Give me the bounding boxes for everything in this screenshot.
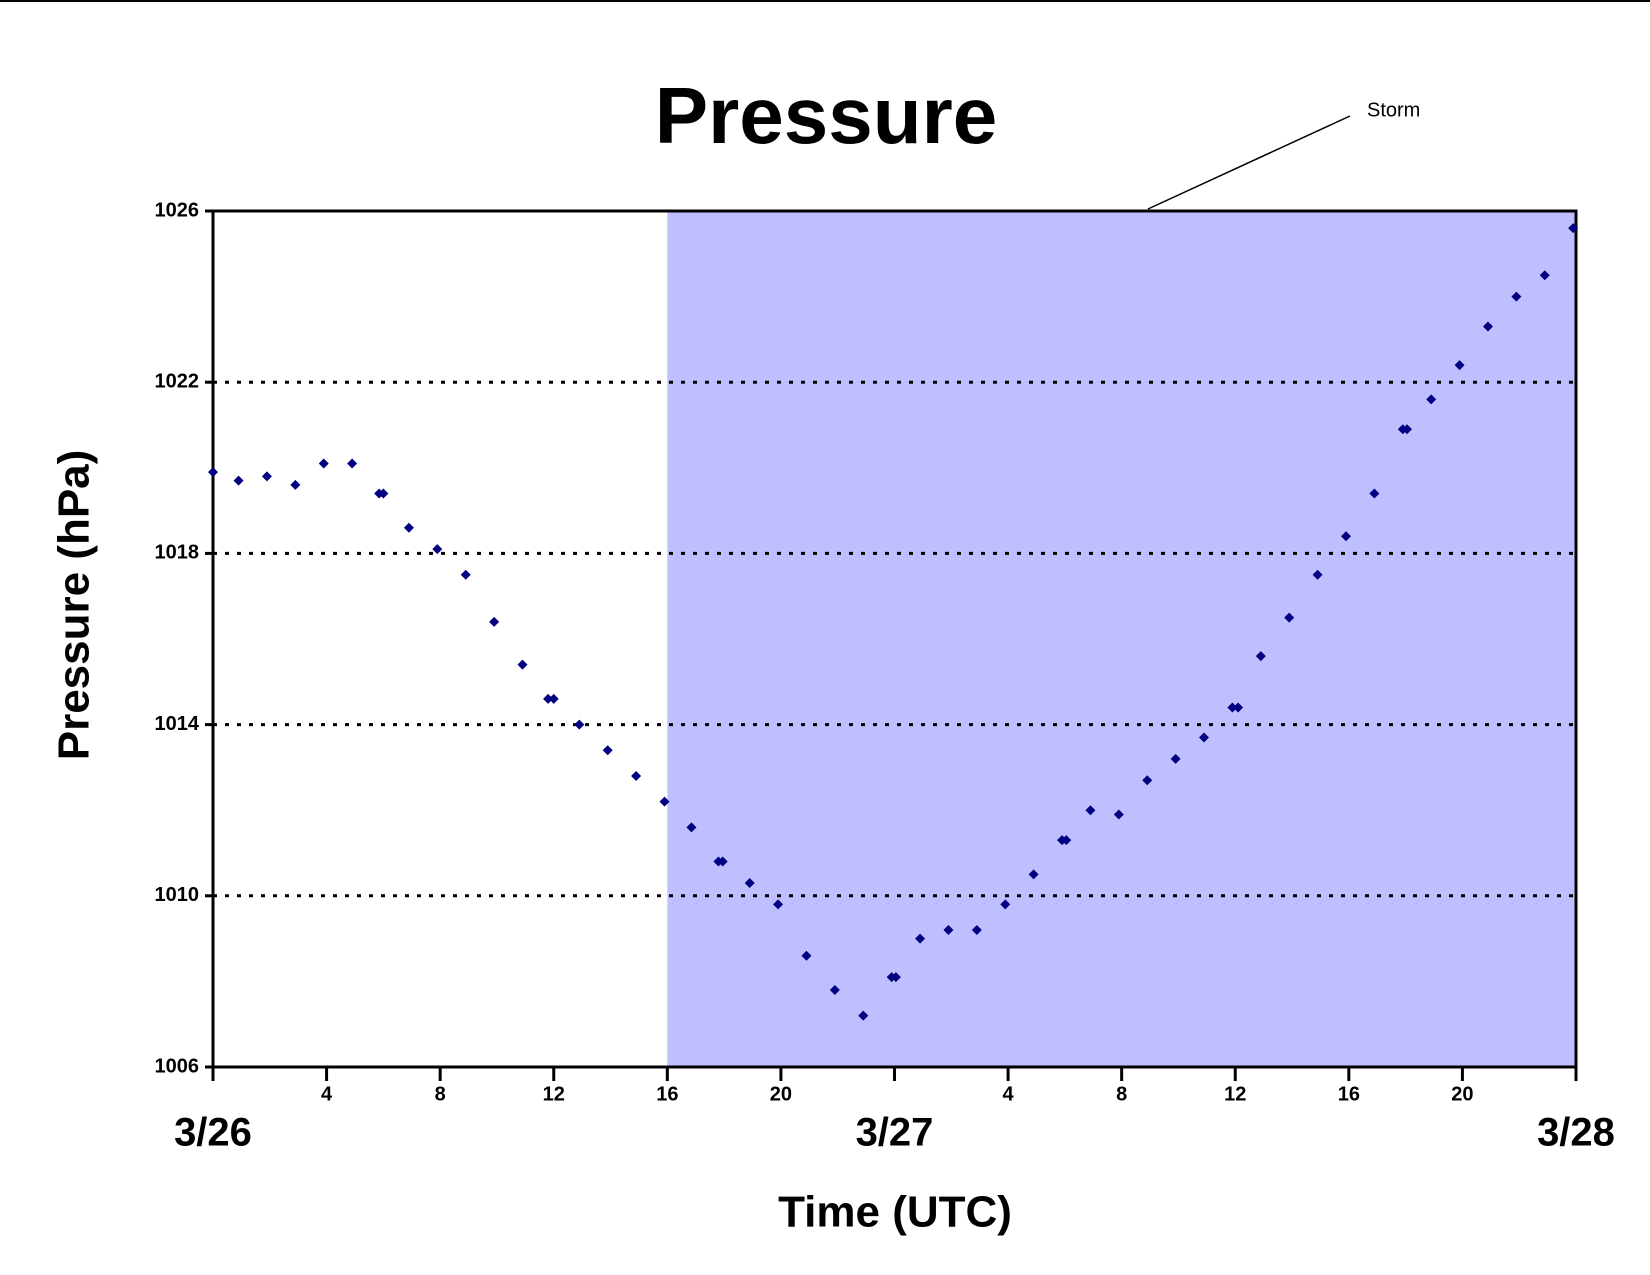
data-point bbox=[1255, 651, 1266, 662]
data-point bbox=[890, 972, 901, 983]
date-label: 3/26 bbox=[174, 1111, 252, 1155]
y-tick-label: 1006 bbox=[155, 1055, 200, 1077]
data-point bbox=[1113, 809, 1124, 820]
data-point bbox=[378, 488, 389, 499]
data-point bbox=[261, 471, 272, 482]
data-point bbox=[1227, 702, 1238, 713]
data-point bbox=[773, 899, 784, 910]
x-axis-label: Time (UTC) bbox=[778, 1188, 1012, 1237]
data-point bbox=[1369, 488, 1380, 499]
x-tick-label: 4 bbox=[1003, 1083, 1015, 1105]
data-point bbox=[489, 616, 500, 627]
data-point bbox=[347, 458, 358, 469]
x-tick-label: 8 bbox=[435, 1083, 446, 1105]
data-point bbox=[801, 950, 812, 961]
data-point bbox=[686, 822, 697, 833]
x-tick-label: 8 bbox=[1116, 1083, 1127, 1105]
data-point bbox=[1568, 223, 1579, 234]
plot-area: 1006 1010 1014 1018 1022 1026 3/26 4 8 12 16 20 3/27… bbox=[155, 199, 1615, 1154]
data-point bbox=[1000, 899, 1011, 910]
data-point bbox=[858, 1010, 869, 1021]
data-point bbox=[971, 925, 982, 936]
annotation: Storm bbox=[1367, 99, 1420, 121]
y-tick-label: 1022 bbox=[155, 370, 200, 392]
x-tick-label: 16 bbox=[656, 1083, 678, 1105]
y-tick-label: 1018 bbox=[155, 542, 200, 564]
data-point bbox=[744, 877, 755, 888]
data-point bbox=[915, 933, 926, 944]
plot-frame bbox=[211, 209, 1578, 1069]
data-point bbox=[290, 479, 301, 490]
y-tick-label: 1010 bbox=[155, 884, 200, 906]
annotation-leader bbox=[1147, 115, 1351, 210]
data-point bbox=[1511, 291, 1522, 302]
data-point bbox=[1284, 612, 1295, 623]
chart-title: Pressure bbox=[655, 71, 997, 160]
y-axis-label: Pressure (hPa) bbox=[50, 450, 99, 761]
data-point bbox=[631, 770, 642, 781]
data-point bbox=[318, 458, 329, 469]
data-point bbox=[1061, 835, 1072, 846]
data-point bbox=[460, 569, 471, 580]
data-point bbox=[403, 522, 414, 533]
x-tick-label: 4 bbox=[321, 1083, 333, 1105]
y-tick-label: 1014 bbox=[155, 713, 200, 735]
x-tick-label: 12 bbox=[1224, 1083, 1246, 1105]
x-tick-label: 12 bbox=[543, 1083, 565, 1105]
data-point bbox=[1402, 424, 1413, 435]
data-point bbox=[1340, 531, 1351, 542]
data-point bbox=[1426, 394, 1437, 405]
data-point bbox=[943, 925, 954, 936]
x-tick-label: 20 bbox=[770, 1083, 792, 1105]
data-point bbox=[1482, 321, 1493, 332]
data-point bbox=[602, 745, 613, 756]
data-point bbox=[659, 796, 670, 807]
date-label: 3/28 bbox=[1537, 1111, 1615, 1155]
data-point bbox=[432, 544, 443, 555]
data-point bbox=[717, 856, 728, 867]
data-point bbox=[233, 475, 244, 486]
y-tick-label: 1026 bbox=[155, 199, 200, 221]
data-point bbox=[517, 659, 528, 670]
date-label: 3/27 bbox=[856, 1111, 934, 1155]
data-point bbox=[1454, 360, 1465, 371]
data-point bbox=[1312, 569, 1323, 580]
data-point bbox=[1233, 702, 1244, 713]
data-point bbox=[1028, 869, 1039, 880]
data-point bbox=[208, 467, 218, 478]
data-point bbox=[1539, 270, 1550, 281]
data-point bbox=[1199, 732, 1210, 743]
x-tick-label: 16 bbox=[1338, 1083, 1360, 1105]
data-point bbox=[1142, 775, 1153, 786]
data-point bbox=[543, 693, 554, 704]
data-point bbox=[1085, 805, 1096, 816]
shaded-region bbox=[667, 211, 1576, 1067]
data-point bbox=[574, 719, 585, 730]
data-point bbox=[548, 693, 559, 704]
data-point bbox=[829, 984, 840, 995]
data-point bbox=[1170, 753, 1181, 764]
x-tick-label: 20 bbox=[1451, 1083, 1473, 1105]
